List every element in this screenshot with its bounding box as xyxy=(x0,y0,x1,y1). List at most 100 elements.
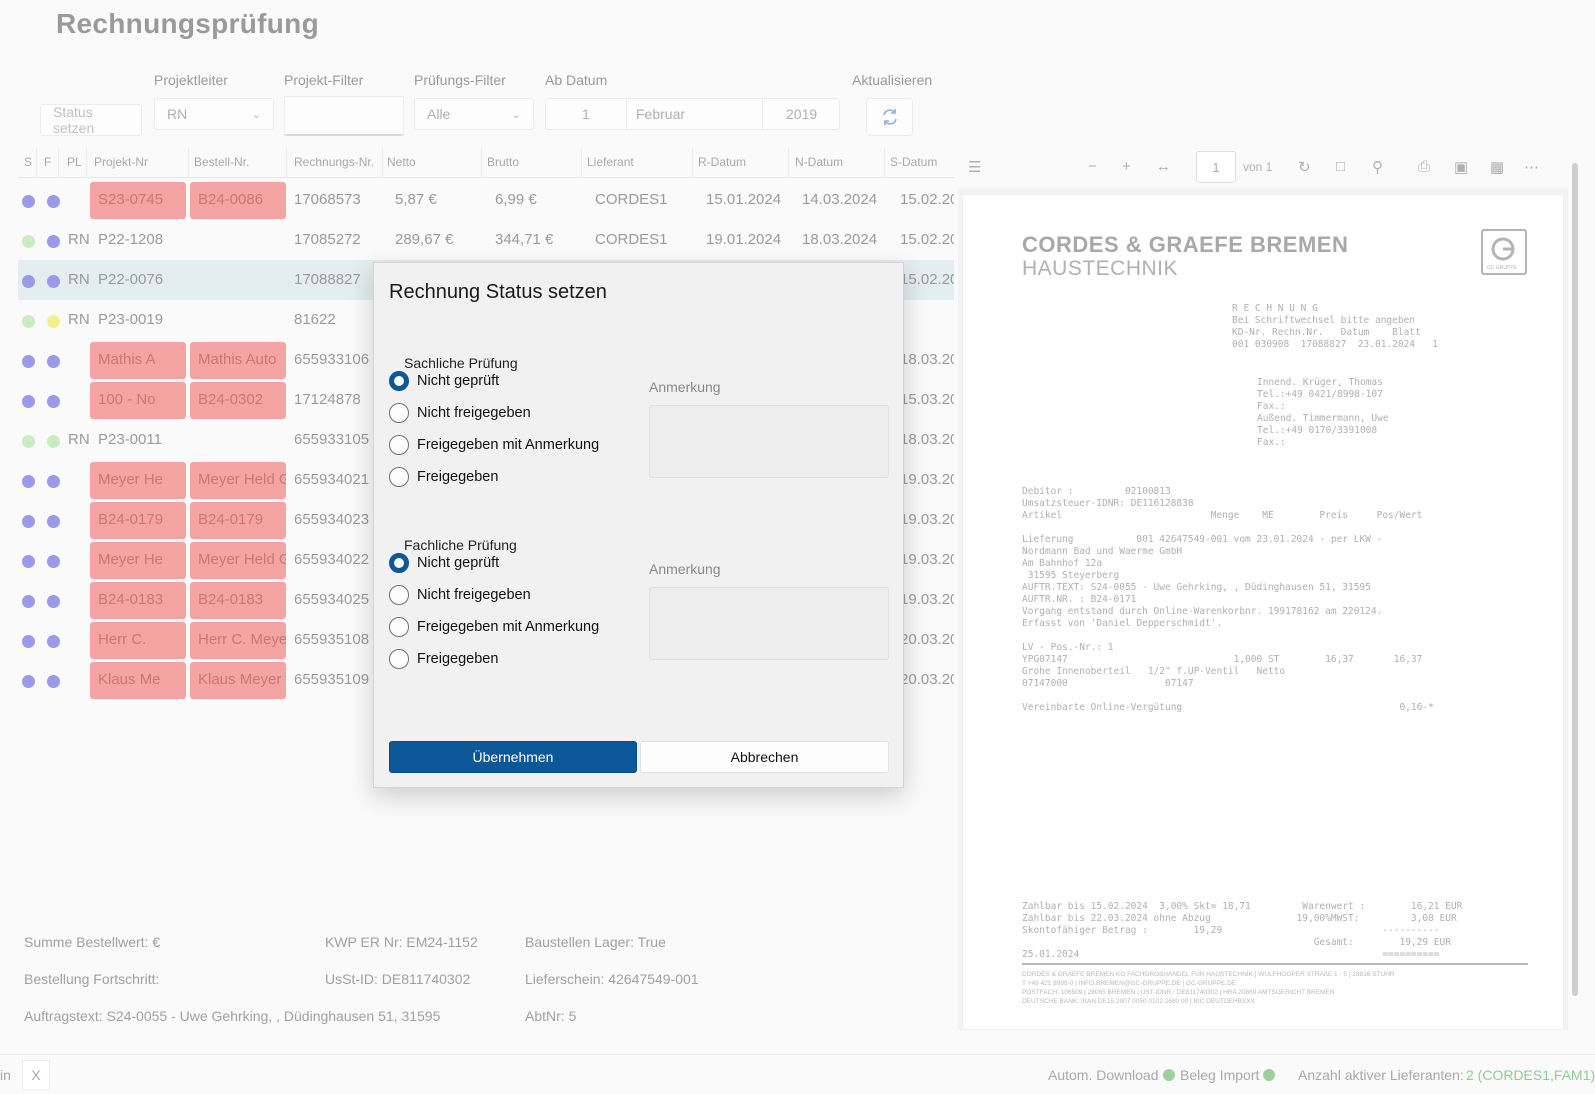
pdf-scrollbar[interactable] xyxy=(1572,163,1578,996)
save-icon[interactable]: ▣ xyxy=(1454,159,1469,176)
cell-projekt-nr: S23-0745 xyxy=(90,182,186,219)
invoice-header-block: R E C H N U N G Bei Schriftwechsel bitte… xyxy=(1232,303,1438,350)
two-page-icon[interactable]: □ xyxy=(1336,158,1346,175)
ab-datum-year[interactable]: 2019 xyxy=(786,106,818,122)
radio-circle-icon xyxy=(389,553,409,573)
cell-s-datum: 20.03.2024 xyxy=(900,671,954,688)
col-s[interactable]: S xyxy=(24,155,33,169)
col-netto[interactable]: Netto xyxy=(387,155,416,169)
invoice-footer-line4: DEUTSCHE BANK: IBAN DE15 2907 0050 0102 … xyxy=(1022,998,1255,1005)
cell-n-datum: 18.03.2024 xyxy=(802,231,878,248)
ab-datum-month[interactable]: Februar xyxy=(636,106,686,122)
sachlich-radio-3[interactable]: Freigegeben mit Anmerkung xyxy=(389,434,599,456)
cell-bestell-nr: B24-0086 xyxy=(190,182,286,219)
col-separator xyxy=(481,148,482,178)
outline-icon[interactable]: ☰ xyxy=(968,159,982,176)
cell-rechnung: 655933105 xyxy=(294,431,370,448)
col-brutto[interactable]: Brutto xyxy=(487,155,520,169)
print-icon[interactable]: ⎙ xyxy=(1418,158,1431,175)
col-lieferant[interactable]: Lieferant xyxy=(587,155,634,169)
table-row[interactable]: Herr C.Herr C. Meye 655935108 20.03.2024 xyxy=(18,620,954,660)
cell-rechnung: 655935108 xyxy=(294,631,370,648)
table-row[interactable]: RN P23-0011 655933105 18.03.2024 xyxy=(18,420,954,460)
search-icon[interactable]: ⚲ xyxy=(1372,159,1383,176)
status-s-dot xyxy=(22,635,35,648)
ab-datum-day[interactable]: 1 xyxy=(582,106,590,122)
pdf-page-input[interactable]: 1 xyxy=(1196,151,1236,183)
pruefungs-filter-select[interactable]: Alle ⌄ xyxy=(414,98,534,130)
more-icon[interactable]: ⋯ xyxy=(1524,159,1539,176)
col-r-datum[interactable]: R-Datum xyxy=(698,155,747,169)
uebernehmen-button[interactable]: Übernehmen xyxy=(389,741,637,773)
ab-datum-picker[interactable]: 1 Februar 2019 xyxy=(545,98,840,130)
status-s-dot xyxy=(22,195,35,208)
col-s-datum[interactable]: S-Datum xyxy=(890,155,938,169)
fachlich-radio-4[interactable]: Freigegeben xyxy=(389,648,498,670)
anzahl-lieferanten-label: Anzahl aktiver Lieferanten: xyxy=(1298,1067,1464,1083)
rotate-icon[interactable]: ↻ xyxy=(1298,159,1311,176)
cell-bestell-nr: B24-0302 xyxy=(190,382,286,419)
cell-rechnung: 17068573 xyxy=(294,191,361,208)
sachlich-radio-2[interactable]: Nicht freigegeben xyxy=(389,402,531,424)
fachlich-anmerkung-input[interactable] xyxy=(649,587,889,660)
kwp-er-nr: KWP ER Nr: EM24-1152 xyxy=(325,934,478,950)
status-f-dot xyxy=(47,635,60,648)
zoom-in-icon[interactable]: + xyxy=(1122,158,1131,175)
status-f-dot xyxy=(47,275,60,288)
radio-circle-icon xyxy=(389,403,409,423)
beleg-import-label: Beleg Import xyxy=(1180,1067,1260,1083)
status-s-dot xyxy=(22,555,35,568)
projektleiter-select[interactable]: RN ⌄ xyxy=(154,98,274,130)
status-f-dot xyxy=(47,355,60,368)
close-x-button[interactable]: X xyxy=(22,1060,50,1090)
sachlich-radio-1[interactable]: Nicht geprüft xyxy=(389,370,499,392)
col-separator xyxy=(36,148,37,178)
invoice-body-block: Debitor : 02100813 Umsatzsteuer-IDNR: DE… xyxy=(1022,486,1434,713)
status-s-dot xyxy=(22,315,35,328)
abbrechen-button[interactable]: Abbrechen xyxy=(640,741,889,773)
col-projekt-nr[interactable]: Projekt-Nr xyxy=(94,155,149,169)
cell-s-datum: 18.03.2024 xyxy=(900,351,954,368)
abt-nr: AbtNr: 5 xyxy=(525,1008,577,1024)
lieferschein: Lieferschein: 42647549-001 xyxy=(525,971,699,987)
refresh-icon xyxy=(882,109,897,125)
fachlich-radio-3[interactable]: Freigegeben mit Anmerkung xyxy=(389,616,599,638)
col-rechnungs-nr[interactable]: Rechnungs-Nr. xyxy=(294,155,375,169)
col-separator xyxy=(382,148,383,178)
fit-width-icon[interactable]: ↔ xyxy=(1156,158,1171,175)
col-pl[interactable]: PL xyxy=(67,155,82,169)
status-dot-icon xyxy=(1162,1069,1175,1081)
cell-rechnung: 655933106 xyxy=(294,351,370,368)
table-row[interactable]: RN P23-0019 81622 xyxy=(18,300,954,340)
summe-bestellwert: Summe Bestellwert: € xyxy=(24,934,161,950)
sachlich-anmerkung-input[interactable] xyxy=(649,405,889,478)
cell-s-datum: 15.02.2024 xyxy=(900,271,954,288)
refresh-button[interactable] xyxy=(866,98,913,136)
sachlich-anmerkung-label: Anmerkung xyxy=(649,379,721,395)
cell-rechnung: 655934025 xyxy=(294,591,370,608)
projekt-filter-input[interactable] xyxy=(284,96,404,136)
baustellen-lager: Baustellen Lager: True xyxy=(525,934,666,950)
status-f-dot xyxy=(47,675,60,688)
save-as-icon[interactable]: ▦ xyxy=(1490,159,1505,176)
fachlich-radio-2[interactable]: Nicht freigegeben xyxy=(389,584,531,606)
table-row[interactable]: RN P22-1208 17085272 289,67 € 344,71 € CORDES… xyxy=(18,220,954,260)
date-divider xyxy=(626,99,627,129)
col-bestell-nr[interactable]: Bestell-Nr. xyxy=(194,155,250,169)
date-divider xyxy=(762,99,763,129)
sachlich-radio-4[interactable]: Freigegeben xyxy=(389,466,498,488)
table-row[interactable]: S23-0745 B24-0086 17068573 5,87 € 6,99 € CORD… xyxy=(18,180,954,220)
status-setzen-button[interactable]: Status setzen xyxy=(40,104,142,136)
invoice-totals-block: Zahlbar bis 15.02.2024 3,00% Skt= 18,71 … xyxy=(1022,901,1463,960)
col-n-datum[interactable]: N-Datum xyxy=(795,155,844,169)
zoom-out-icon[interactable]: − xyxy=(1088,158,1097,175)
col-f[interactable]: F xyxy=(44,155,52,169)
fachlich-radio-1[interactable]: Nicht geprüft xyxy=(389,552,499,574)
